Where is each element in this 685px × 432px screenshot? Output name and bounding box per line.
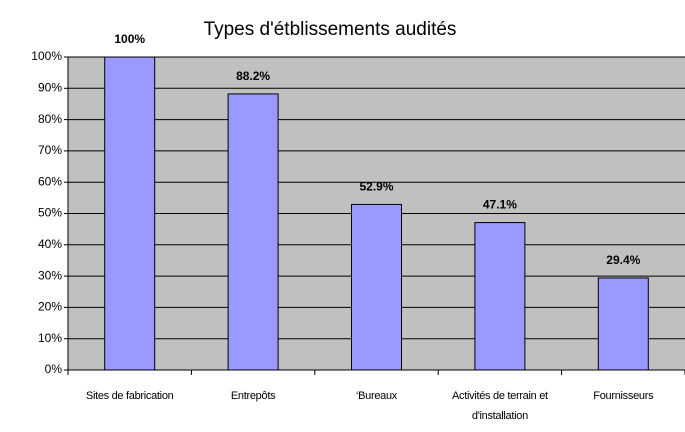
y-tick-label: 90% xyxy=(38,80,62,94)
y-tick-label: 10% xyxy=(38,331,62,345)
y-tick-label: 50% xyxy=(38,206,62,220)
chart-title: Types d'étblissements audités xyxy=(204,19,457,40)
value-label: 29.4% xyxy=(606,253,640,267)
value-label: 88.2% xyxy=(236,69,270,83)
y-tick-label: 20% xyxy=(38,300,62,314)
x-tick-label: ‘Bureaux xyxy=(355,390,397,402)
y-tick-label: 30% xyxy=(38,268,62,282)
value-label: 52.9% xyxy=(359,180,393,194)
x-tick-label: Fournisseurs xyxy=(593,390,654,402)
x-tick-label: Sites de fabrication xyxy=(85,390,174,402)
x-tick-label: Activités de terrain et d'installation xyxy=(451,390,548,422)
y-tick-label: 80% xyxy=(38,112,62,126)
bar xyxy=(227,93,279,371)
y-tick-label: 0% xyxy=(45,362,63,376)
x-tick-label: Entrepôts xyxy=(230,390,276,402)
y-tick-label: 60% xyxy=(38,174,62,188)
value-label: 47.1% xyxy=(483,198,517,212)
y-tick-label: 100% xyxy=(31,49,62,63)
bar xyxy=(597,277,649,371)
bar xyxy=(474,222,526,371)
value-label: 100% xyxy=(114,32,145,46)
y-tick-label: 40% xyxy=(38,237,62,251)
y-tick-label: 70% xyxy=(38,143,62,157)
bar xyxy=(104,56,156,371)
bar xyxy=(351,203,402,371)
